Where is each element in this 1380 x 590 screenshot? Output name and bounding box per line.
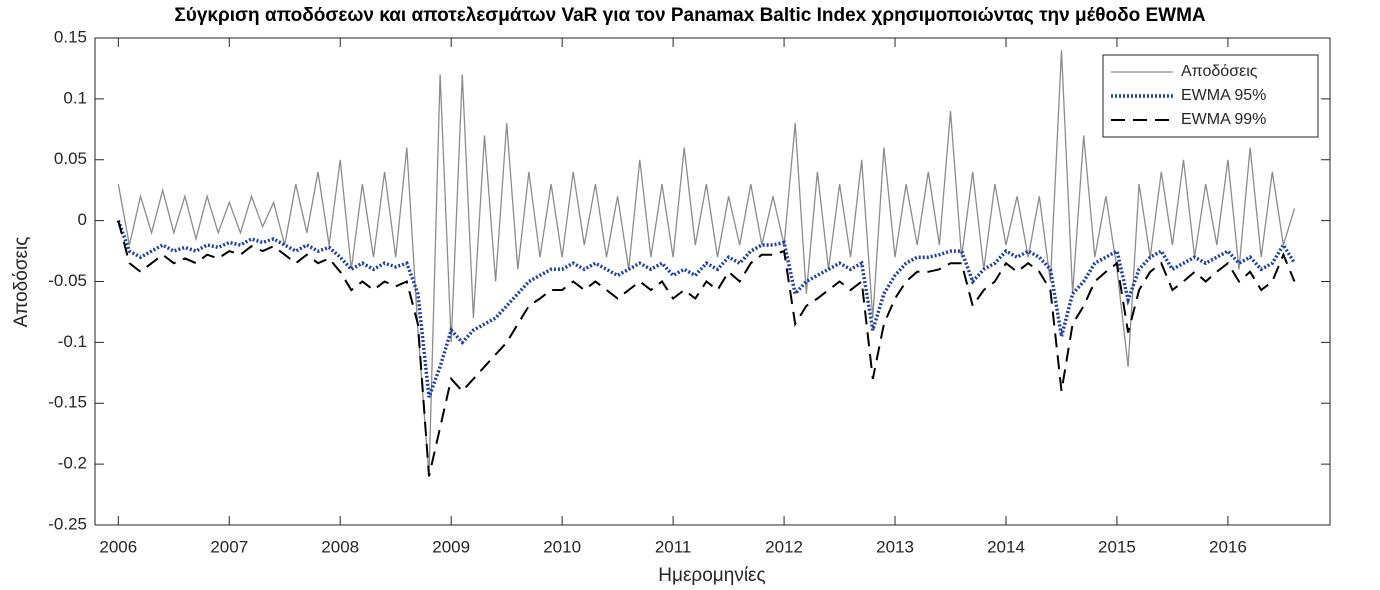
x-tick-label: 2009 — [432, 537, 470, 556]
series-line — [117, 220, 1296, 477]
y-tick-label: 0.05 — [54, 149, 87, 168]
x-tick-label: 2007 — [210, 537, 248, 556]
x-tick-label: 2015 — [1098, 537, 1136, 556]
y-tick-label: 0.1 — [63, 88, 87, 107]
y-tick-label: -0.1 — [58, 332, 87, 351]
x-tick-label: 2011 — [655, 537, 692, 556]
x-axis-label: Ημερομηνίες — [658, 565, 765, 586]
chart-title: Σύγκριση αποδόσεων και αποτελεσμάτων VaR… — [174, 5, 1206, 26]
y-tick-label: 0.15 — [54, 27, 87, 46]
legend-label: EWMA 99% — [1181, 111, 1266, 128]
x-tick-label: 2008 — [321, 537, 359, 556]
legend-label: EWMA 95% — [1181, 87, 1266, 104]
x-tick-label: 2012 — [765, 537, 803, 556]
legend-box — [1102, 54, 1319, 138]
y-tick-label: -0.05 — [48, 271, 87, 290]
legend-label: Αποδόσεις — [1181, 63, 1258, 80]
x-tick-label: 2010 — [543, 537, 581, 556]
y-tick-label: 0 — [78, 210, 87, 229]
x-tick-label: 2013 — [876, 537, 914, 556]
y-tick-label: -0.25 — [48, 514, 87, 533]
x-tick-label: 2006 — [99, 537, 137, 556]
series-line — [117, 50, 1296, 477]
x-tick-label: 2016 — [1209, 537, 1247, 556]
y-tick-label: -0.2 — [58, 454, 87, 473]
series-line — [116, 220, 1296, 398]
x-tick-label: 2014 — [987, 537, 1025, 556]
y-axis-label: Αποδόσεις — [11, 237, 32, 328]
y-tick-label: -0.15 — [48, 393, 87, 412]
